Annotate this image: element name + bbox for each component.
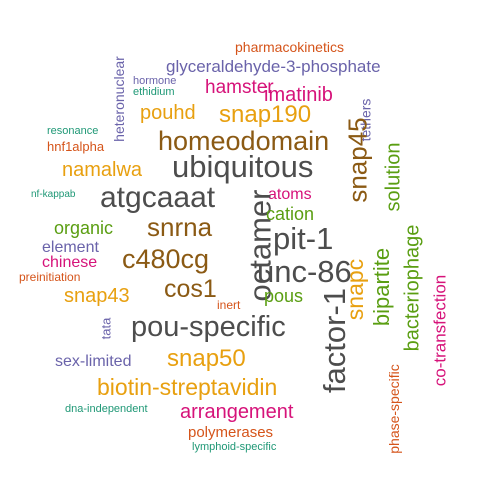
word-snap43: snap43 bbox=[64, 285, 130, 307]
word-element: element bbox=[42, 239, 99, 256]
word-hamster: hamster bbox=[205, 77, 274, 98]
word-c480cg: c480cg bbox=[122, 244, 210, 274]
word-snap50: snap50 bbox=[167, 345, 246, 372]
word-co-transfection: co-transfection bbox=[430, 274, 450, 387]
word-preinitiation: preinitiation bbox=[19, 270, 81, 284]
word-snap45: snap45 bbox=[342, 117, 373, 203]
word-pous: pous bbox=[264, 286, 304, 306]
word-lymphoid-specific: lymphoid-specific bbox=[192, 441, 277, 453]
word-glyceraldehyde-3-phosphate: glyceraldehyde-3-phosphate bbox=[166, 57, 381, 76]
word-snap190: snap190 bbox=[219, 101, 312, 128]
word-namalwa: namalwa bbox=[62, 159, 143, 181]
word-bacteriophage: bacteriophage bbox=[401, 224, 424, 352]
word-biotin-streptavidin: biotin-streptavidin bbox=[97, 374, 278, 400]
word-cos1: cos1 bbox=[164, 275, 217, 303]
word-nf-kappab: nf-kappab bbox=[31, 189, 76, 200]
word-heteronuclear: heteronuclear bbox=[110, 56, 127, 142]
word-inert: inert bbox=[217, 298, 241, 312]
word-hormone: hormone bbox=[133, 75, 177, 87]
word-polymerases: polymerases bbox=[188, 424, 274, 441]
word-snrna: snrna bbox=[147, 212, 213, 242]
word-arrangement: arrangement bbox=[180, 401, 294, 423]
word-unc-86: unc-86 bbox=[257, 254, 352, 289]
word-chinese: chinese bbox=[42, 254, 98, 271]
word-factor-1: factor-1 bbox=[317, 287, 353, 394]
word-hnf1alpha: hnf1alpha bbox=[47, 139, 105, 154]
word-solution: solution bbox=[382, 142, 405, 212]
word-phase-specific: phase-specific bbox=[385, 364, 402, 454]
word-atoms: atoms bbox=[268, 186, 312, 203]
word-ubiquitous: ubiquitous bbox=[172, 149, 314, 184]
word-organic: organic bbox=[54, 218, 114, 238]
word-pou-specific: pou-specific bbox=[131, 311, 286, 343]
word-resonance: resonance bbox=[47, 125, 99, 137]
word-cation: cation bbox=[266, 204, 315, 224]
word-pit-1: pit-1 bbox=[273, 221, 334, 256]
word-dna-independent: dna-independent bbox=[65, 403, 148, 415]
word-imatinib: imatinib bbox=[264, 84, 333, 106]
word-pharmacokinetics: pharmacokinetics bbox=[235, 39, 344, 55]
word-ethidium: ethidium bbox=[133, 86, 175, 98]
word-pouhd: pouhd bbox=[140, 102, 196, 124]
word-atgcaaat: atgcaaat bbox=[100, 181, 216, 214]
word-tata: tata bbox=[98, 317, 114, 340]
word-bipartite: bipartite bbox=[369, 247, 395, 327]
word-homeodomain: homeodomain bbox=[158, 126, 330, 156]
word-sex-limited: sex-limited bbox=[55, 353, 132, 370]
